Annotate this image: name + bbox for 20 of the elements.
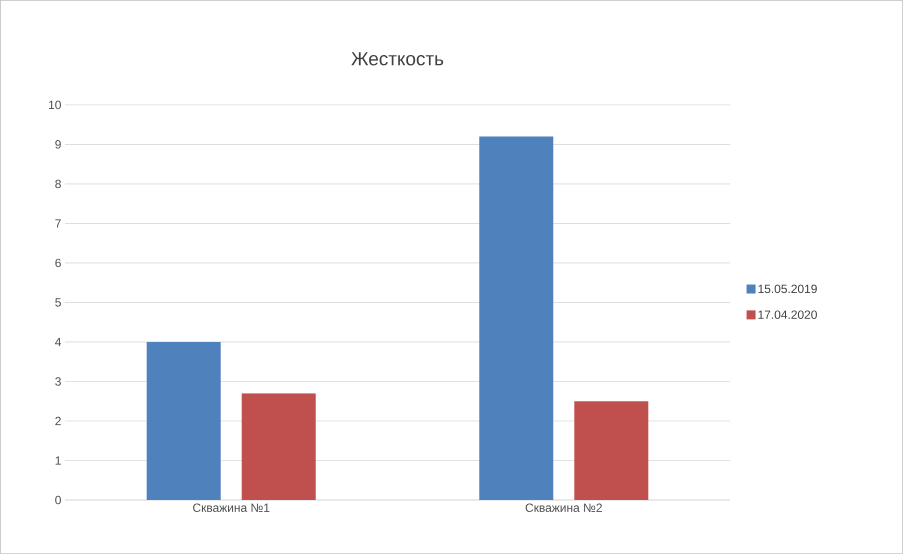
bar xyxy=(479,136,554,500)
legend-label: 17.04.2020 xyxy=(758,310,817,319)
y-tick-label: 9 xyxy=(55,140,61,149)
x-tick-label: Скважина №1 xyxy=(193,504,270,512)
bar xyxy=(242,393,316,500)
y-tick-label: 3 xyxy=(55,377,61,386)
y-tick-label: 4 xyxy=(55,338,62,346)
y-tick-label: 10 xyxy=(49,100,61,110)
chart-title: Жесткость xyxy=(351,52,444,66)
y-tick-label: 0 xyxy=(55,496,61,504)
bar xyxy=(574,401,648,500)
bar xyxy=(146,342,221,500)
x-tick-label: Скважина №2 xyxy=(526,504,602,512)
y-tick-label: 7 xyxy=(55,219,61,228)
y-tick-label: 8 xyxy=(55,180,61,188)
y-tick-label: 6 xyxy=(55,258,61,268)
y-tick-label: 5 xyxy=(55,298,61,307)
y-tick-label: 1 xyxy=(56,456,61,465)
legend-label: 15.05.2019 xyxy=(758,284,817,294)
y-tick-label: 2 xyxy=(55,416,61,426)
